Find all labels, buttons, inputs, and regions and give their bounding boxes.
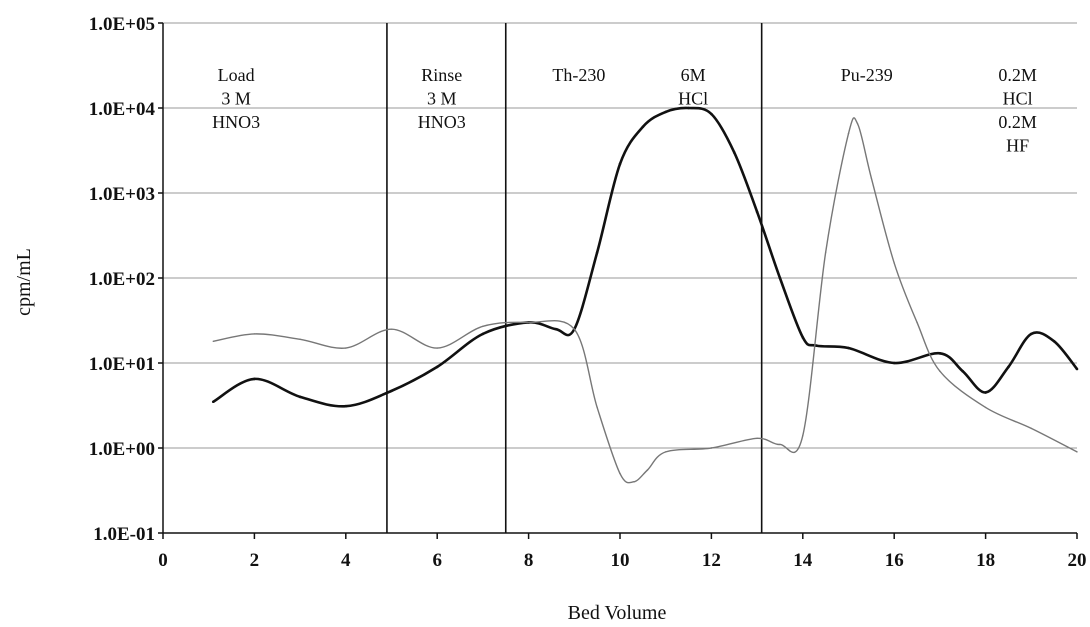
x-tick-label: 6 [432,550,442,571]
series-2-point [939,370,941,372]
gridlines [163,22,1077,534]
y-tick-label: 1.0E+01 [89,354,155,375]
series-2-point [779,443,781,446]
x-tick-label: 2 [250,550,260,571]
axes: 1.0E-01 1.0E+00 1.0E+01 1.0E+02 1.0E+03 1.0E+… [89,14,1087,571]
series-1-point [710,112,713,116]
region-annotation-text: HCl [678,89,708,109]
series-1-point [618,162,622,166]
series-2-point [984,406,987,409]
series-1-point [595,251,599,254]
series-1-point [847,346,850,350]
x-tick-label: 8 [524,550,534,571]
series-2-line [213,117,1078,484]
series-1-point [778,276,782,280]
series-1-point [801,336,805,339]
region-annotation-text: 3 M [427,89,457,109]
series-1-point [641,125,645,129]
region-annotation-text: HCl [1003,89,1033,109]
series-1-point [390,389,393,393]
series-1-point [961,369,965,373]
series-2-point [527,321,530,324]
series-1-point [435,365,439,369]
y-axis-label: cpm/mL [13,248,35,316]
region-annotation-text: 0.2M [998,65,1037,85]
series-1-point [664,110,667,114]
series-1-point [1030,332,1033,336]
series-2-point [710,447,713,449]
region-annotation-text: 3 M [221,89,251,109]
series-1-point [892,361,896,365]
y-tick-label: 1.0E+02 [89,269,155,290]
series-1-point [1075,367,1079,371]
series-1-point [755,210,759,214]
series-2-point [665,451,667,453]
y-tick-label: 1.0E+03 [89,184,155,205]
y-tick-label: 1.0E+04 [89,99,156,120]
series-2-point [893,262,895,264]
region-annotation-text: 0.2M [998,112,1037,132]
series-1-point [938,352,942,355]
y-tick-label: 1.0E+00 [89,439,155,460]
region-annotation-text: HNO3 [418,112,466,132]
series-2-point [756,437,758,440]
series-2-point [596,406,598,409]
region-annotation-text: Th-230 [552,65,605,85]
series-1-point [984,391,987,394]
series-1-point [298,395,302,399]
series-1-point [344,404,348,408]
series-2-point [482,325,484,328]
x-tick-label: 16 [885,550,904,571]
series-2-point [847,132,850,135]
series-2-point [253,333,256,335]
x-tick-label: 14 [793,550,813,571]
region-annotation-text: 6M [681,65,706,85]
series-2-point [870,177,873,179]
series-1-point [1007,365,1010,369]
series-2-point [299,338,301,341]
series-1-point [481,332,485,336]
x-tick-label: 12 [702,550,721,571]
region-annotation-text: HNO3 [212,112,260,132]
series-2-point [345,347,347,349]
series-2-point [802,434,804,437]
region-annotations: Load 3 M HNO3 Rinse 3 M HNO3 Th-230 6M HCl Pu-239… [212,65,1037,156]
series-2-point [646,469,649,471]
series-2-point [390,328,393,330]
plot-series [211,106,1079,484]
series-2-point [1030,427,1033,430]
region-annotation-text: HF [1006,136,1029,156]
phase-dividers [386,23,763,533]
series-2-point [573,328,575,330]
x-tick-label: 20 [1068,550,1087,571]
region-annotation-text: Load [218,65,255,85]
series-2-point [619,472,621,475]
series-2-point [856,123,859,125]
series-2-point [212,340,214,343]
series-1-point [815,344,818,347]
series-2-point [824,251,827,254]
x-tick-label: 4 [341,550,351,571]
series-1-line [212,106,1079,408]
series-1-point [253,377,256,381]
series-2-point [1076,451,1078,453]
x-axis-label: Bed Volume [568,602,667,624]
series-2-point [916,321,918,324]
series-1-point [687,106,690,110]
series-1-point [1052,340,1056,343]
y-tick-label: 1.0E+05 [89,14,155,35]
y-tick-label: 1.0E-01 [93,524,155,545]
series-1-point [211,400,215,404]
series-2-point [436,347,438,349]
series-1-point [554,327,558,331]
x-tick-label: 10 [611,550,630,571]
series-2-point [633,481,635,483]
x-tick-label: 18 [976,550,995,571]
region-annotation-text: Rinse [421,65,462,85]
series-1-point [732,151,736,154]
region-annotation-text: Pu-239 [841,65,893,85]
x-tick-label: 0 [158,550,168,571]
